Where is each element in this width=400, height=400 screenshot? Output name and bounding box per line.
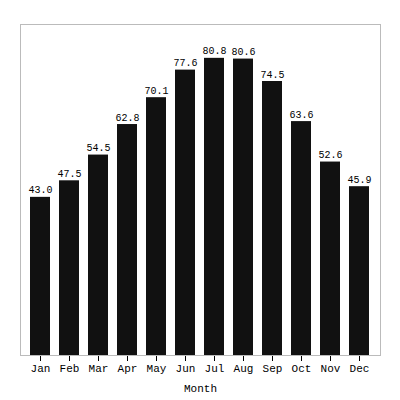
svg-text:Feb: Feb [60,363,80,375]
svg-text:80.8: 80.8 [202,46,226,57]
svg-text:Aug: Aug [234,363,254,375]
svg-text:43.0: 43.0 [28,185,52,196]
svg-text:74.5: 74.5 [260,70,284,81]
svg-text:70.1: 70.1 [144,86,168,97]
svg-text:54.5: 54.5 [86,143,110,154]
svg-text:62.8: 62.8 [115,113,139,124]
svg-text:45.9: 45.9 [347,175,371,186]
svg-text:Jan: Jan [31,363,51,375]
svg-text:Oct: Oct [292,363,312,375]
svg-text:Dec: Dec [350,363,370,375]
svg-text:77.6: 77.6 [173,58,197,69]
svg-text:Apr: Apr [118,363,138,375]
svg-text:Nov: Nov [321,363,341,375]
svg-text:80.6: 80.6 [231,47,255,58]
svg-text:May: May [147,363,167,375]
svg-text:52.6: 52.6 [318,150,342,161]
svg-text:63.6: 63.6 [289,110,313,121]
svg-text:Mar: Mar [89,363,109,375]
svg-text:Jul: Jul [205,363,225,375]
svg-text:Month: Month [184,383,217,395]
svg-text:Jun: Jun [176,363,196,375]
svg-text:Sep: Sep [263,363,283,375]
svg-text:47.5: 47.5 [57,169,81,180]
